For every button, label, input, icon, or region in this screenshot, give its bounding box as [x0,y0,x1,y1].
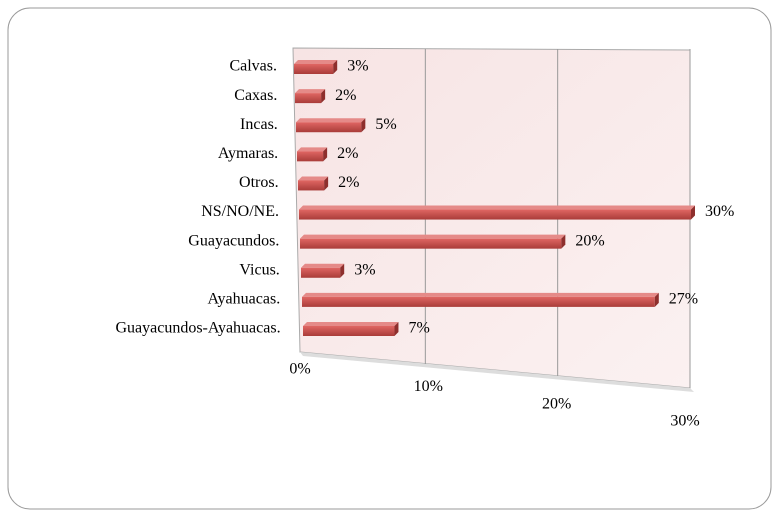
bar-end [324,176,329,191]
bar-front [300,238,562,249]
bar-front [296,122,362,133]
bar-top [301,263,345,268]
value-label: 2% [337,145,358,162]
bar-end [333,60,338,74]
bar-top [299,205,695,210]
bar-top [297,147,328,152]
x-tick-label: 20% [542,395,571,412]
value-label: 5% [375,116,396,133]
bar-front [301,267,341,278]
x-tick-label: 30% [670,413,699,430]
y-tick-label: Aymaras. [218,145,278,162]
y-tick-label: Calvas. [229,58,277,75]
bar [301,263,345,278]
bar-top [295,89,326,94]
bar [297,147,328,162]
bar [295,89,326,104]
bar [302,292,659,307]
bar-front [295,93,322,104]
x-tick-label: 10% [414,378,443,395]
y-tick-label: Guayacundos. [188,232,279,249]
bar-top [302,292,659,297]
y-tick-label: Guayacundos-Ayahuacas. [115,320,280,337]
bar-end [691,205,695,220]
value-label: 20% [575,232,604,249]
bar-front [299,209,691,220]
y-tick-label: NS/NO/NE. [201,203,279,220]
value-label: 2% [335,87,356,104]
bar-end [361,118,366,133]
bar [296,118,366,133]
y-tick-label: Caxas. [234,87,277,104]
value-label: 7% [408,320,429,337]
bar-front [294,64,334,74]
bar [298,176,329,191]
bar-front [303,326,395,336]
bar-top [303,322,399,326]
bar-end [340,263,345,278]
bar-top [296,118,366,123]
bar-front [297,151,324,162]
bar [299,205,695,220]
bar [300,234,566,249]
y-tick-label: Vicus. [239,261,279,278]
value-label: 3% [354,261,375,278]
bar [294,60,338,74]
value-label: 30% [705,203,734,220]
y-tick-label: Otros. [239,174,279,191]
bar [303,322,399,336]
bar-front [298,180,325,191]
bar-end [321,89,326,104]
y-tick-label: Incas. [240,116,278,133]
value-label: 27% [669,291,698,308]
value-label: 3% [347,58,368,75]
x-tick-label: 0% [289,361,310,378]
bar-end [654,292,659,307]
y-tick-label: Ayahuacas. [207,291,280,308]
bar-top [298,176,329,181]
bar-end [394,322,399,336]
plot-floor [300,352,694,392]
bar-top [300,234,566,239]
value-label: 2% [338,174,359,191]
bar-end [323,147,328,162]
bar-top [294,60,338,64]
bar-front [302,296,655,307]
bar-end [561,234,566,249]
